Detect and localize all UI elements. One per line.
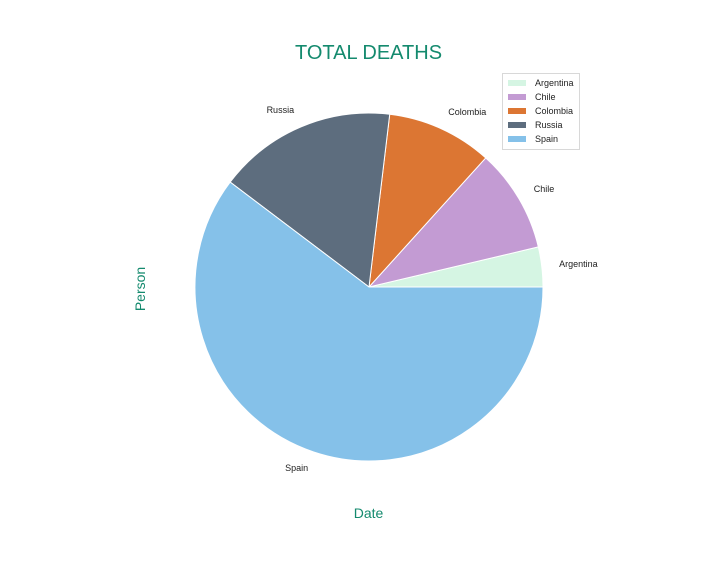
slice-label-spain: Spain bbox=[285, 463, 308, 473]
legend-label: Colombia bbox=[535, 106, 574, 116]
slice-label-russia: Russia bbox=[267, 105, 295, 115]
legend-swatch bbox=[508, 80, 526, 86]
legend-item-argentina: Argentina bbox=[503, 76, 579, 90]
slice-label-chile: Chile bbox=[534, 184, 555, 194]
legend-item-colombia: Colombia bbox=[503, 104, 579, 118]
pie-slice-colombia bbox=[368, 113, 487, 289]
legend: Argentina Chile Colombia Russia Spain bbox=[502, 73, 580, 150]
legend-swatch bbox=[508, 136, 526, 142]
chart-title: TOTAL DEATHS bbox=[294, 42, 443, 64]
legend-label: Chile bbox=[535, 92, 556, 102]
legend-swatch bbox=[508, 122, 526, 128]
legend-item-spain: Spain bbox=[503, 132, 579, 146]
y-axis-label: Person bbox=[132, 266, 148, 312]
slice-label-argentina: Argentina bbox=[559, 259, 598, 269]
legend-item-chile: Chile bbox=[503, 90, 579, 104]
legend-label: Argentina bbox=[535, 78, 574, 88]
pie-slice-spain bbox=[194, 181, 544, 462]
legend-label: Russia bbox=[535, 120, 563, 130]
legend-label: Spain bbox=[535, 134, 559, 144]
slice-label-colombia: Colombia bbox=[448, 107, 486, 117]
legend-swatch bbox=[508, 94, 526, 100]
pie-slice-chile bbox=[367, 157, 539, 288]
legend-swatch bbox=[508, 108, 526, 114]
legend-item-russia: Russia bbox=[503, 118, 579, 132]
x-axis-label: Date bbox=[353, 505, 384, 521]
pie-slice-russia bbox=[229, 112, 391, 288]
